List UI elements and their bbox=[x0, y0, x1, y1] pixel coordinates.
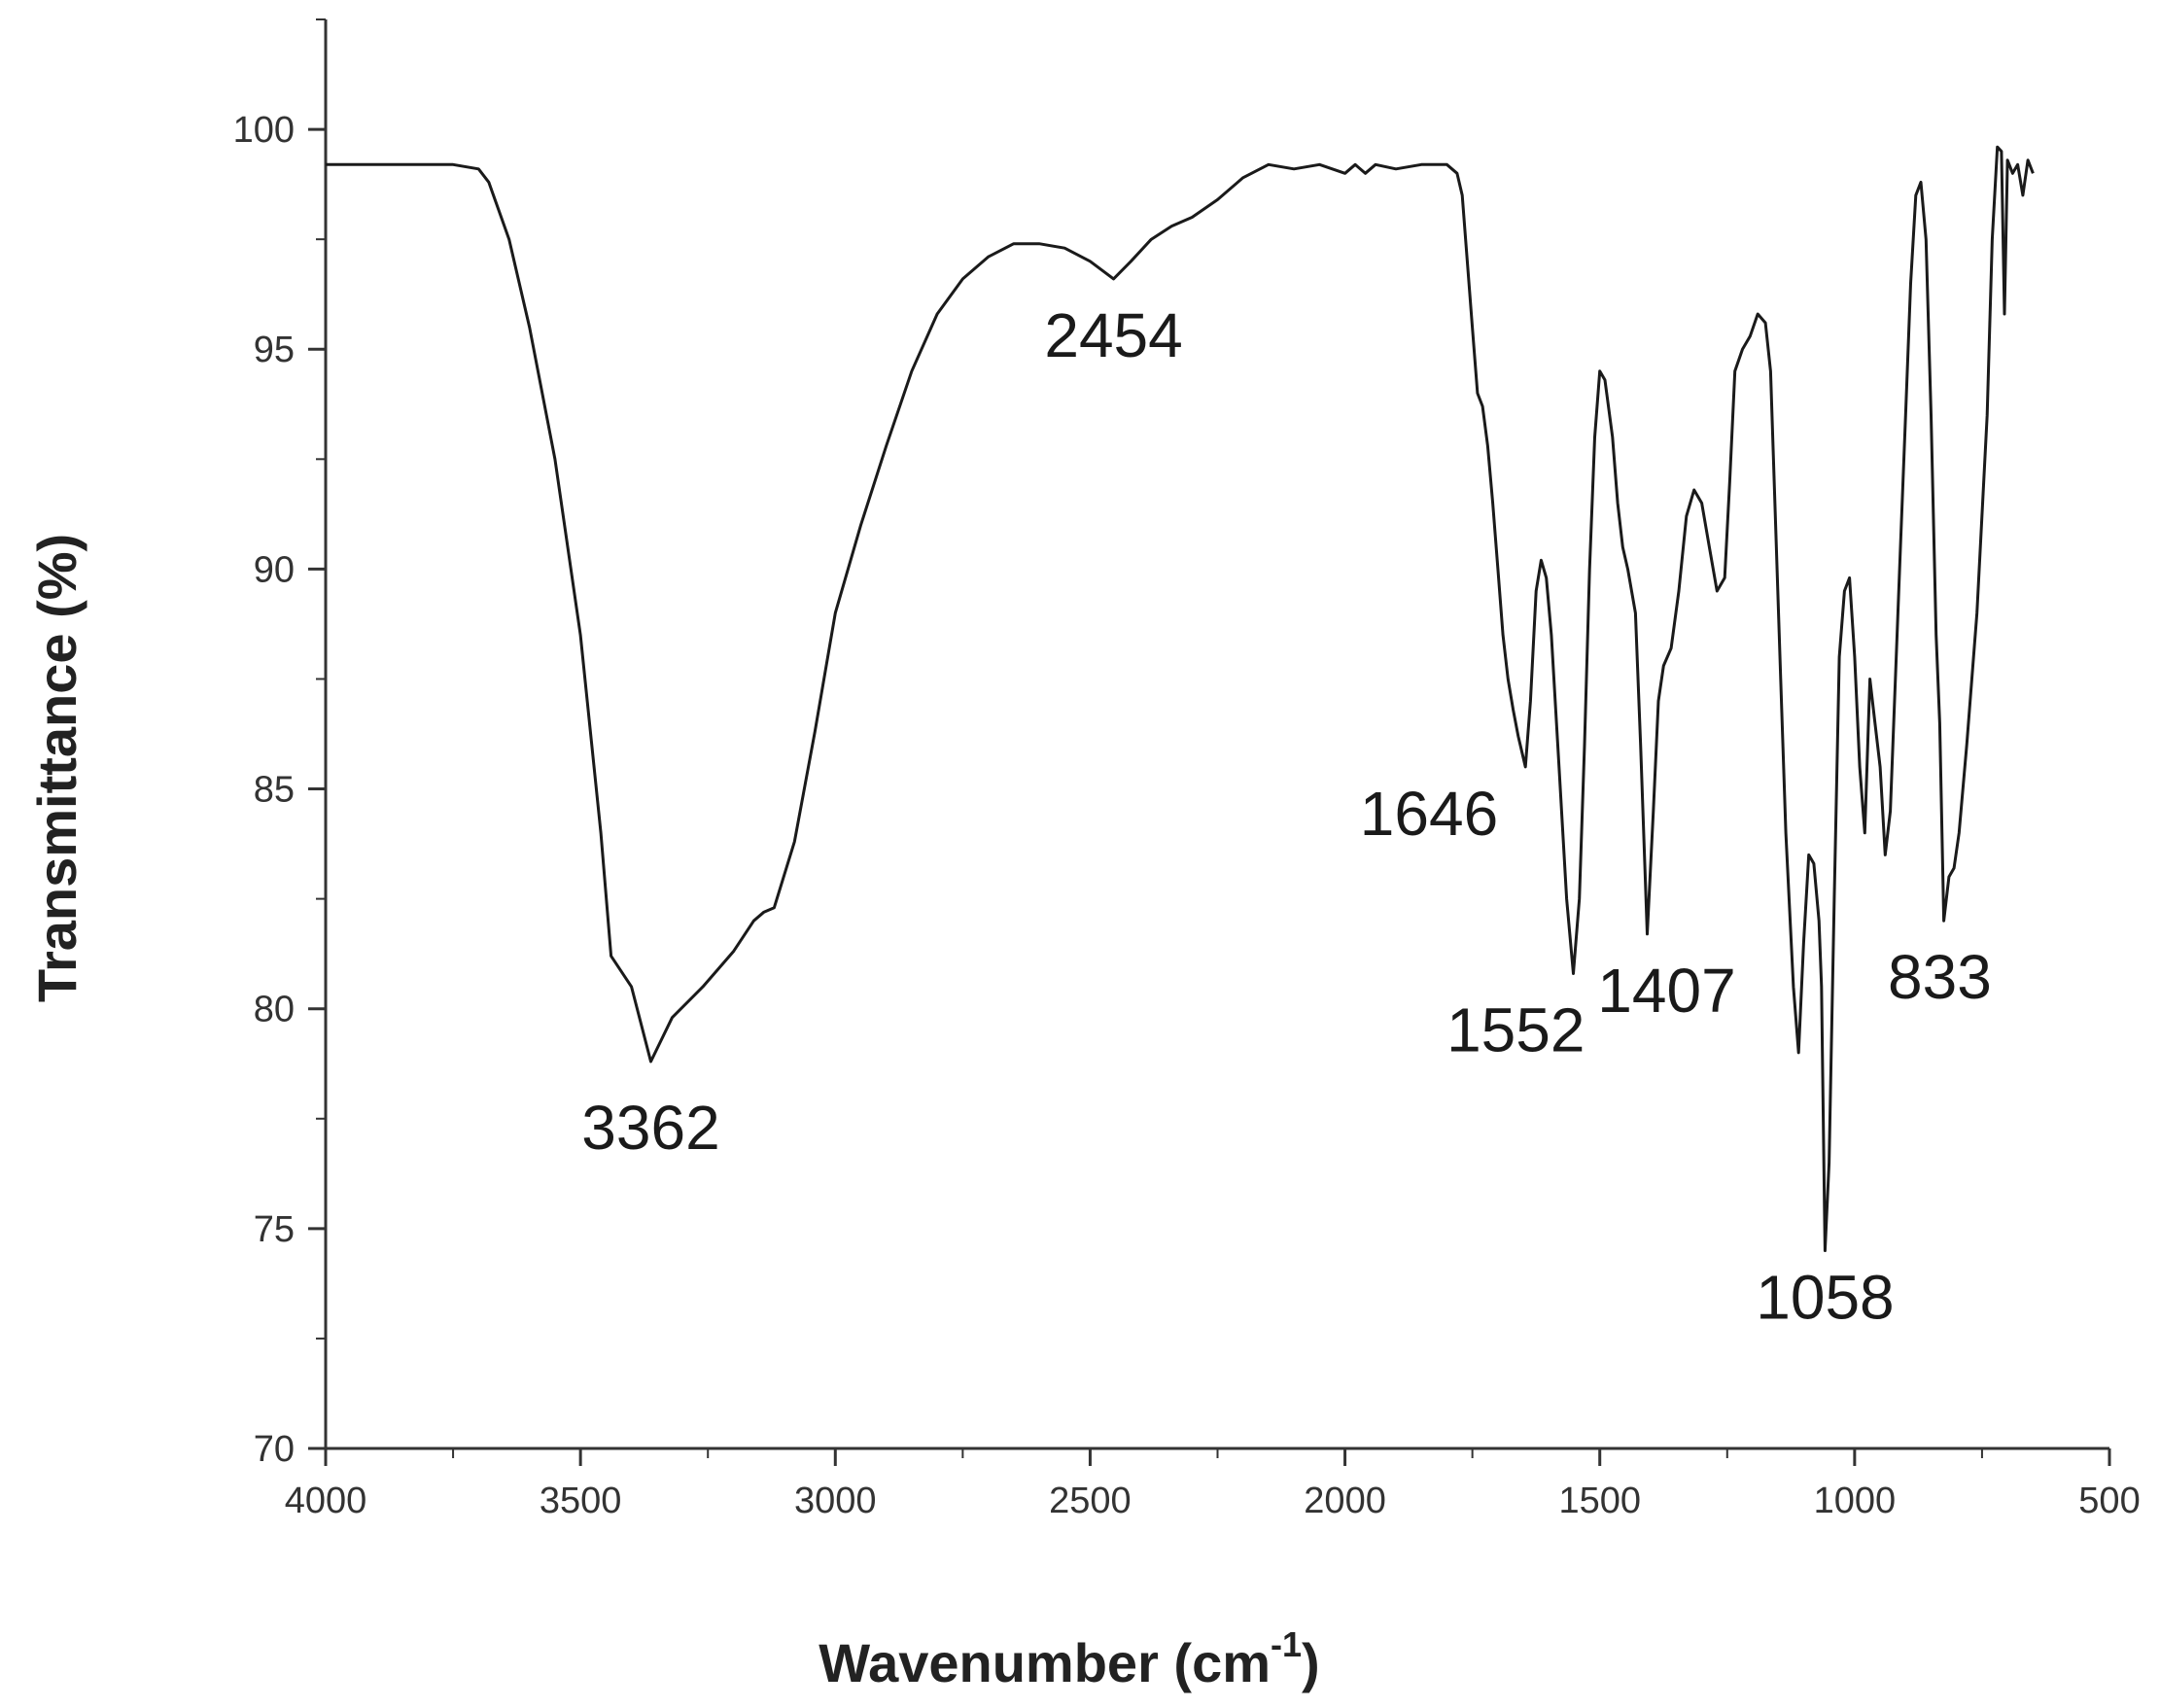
x-axis-title: Wavenumber (cm-1) bbox=[819, 1624, 1319, 1693]
y-tick-label: 80 bbox=[254, 990, 295, 1030]
y-axis-title: Transmittance (%) bbox=[26, 534, 87, 1002]
peak-label-1552: 1552 bbox=[1446, 995, 1585, 1065]
peak-label-3362: 3362 bbox=[581, 1093, 719, 1163]
spectrum-line bbox=[326, 145, 2035, 1252]
y-tick-label: 90 bbox=[254, 549, 295, 590]
y-tick-label: 85 bbox=[254, 770, 295, 811]
peak-label-833: 833 bbox=[1888, 942, 1992, 1012]
x-tick-label: 2000 bbox=[1304, 1481, 1386, 1521]
x-axis-title-main: Wavenumber (cm bbox=[819, 1632, 1271, 1693]
tick-labels: 4000 3500 3000 2500 2000 1500 1000 500 70 75 80 85 9… bbox=[233, 110, 2141, 1521]
ticks bbox=[308, 18, 2111, 1466]
y-tick-label: 95 bbox=[254, 330, 295, 370]
x-tick-label: 500 bbox=[2078, 1481, 2140, 1521]
peak-label-1407: 1407 bbox=[1597, 956, 1735, 1026]
y-tick-label: 70 bbox=[254, 1429, 295, 1470]
y-tick-label: 75 bbox=[254, 1209, 295, 1250]
x-tick-label: 1500 bbox=[1558, 1481, 1641, 1521]
peak-label-1646: 1646 bbox=[1360, 779, 1498, 849]
x-axis-title-suffix: ) bbox=[1302, 1632, 1320, 1693]
x-tick-label: 4000 bbox=[285, 1481, 367, 1521]
x-axis-title-superscript: -1 bbox=[1271, 1624, 1302, 1664]
x-tick-label: 1000 bbox=[1814, 1481, 1897, 1521]
x-tick-label: 2500 bbox=[1049, 1481, 1132, 1521]
peak-label-2454: 2454 bbox=[1044, 300, 1182, 370]
axes bbox=[324, 19, 2109, 1450]
x-tick-label: 3000 bbox=[794, 1481, 877, 1521]
peak-label-1058: 1058 bbox=[1756, 1262, 1894, 1332]
x-tick-label: 3500 bbox=[540, 1481, 622, 1521]
y-tick-label: 100 bbox=[233, 110, 295, 151]
